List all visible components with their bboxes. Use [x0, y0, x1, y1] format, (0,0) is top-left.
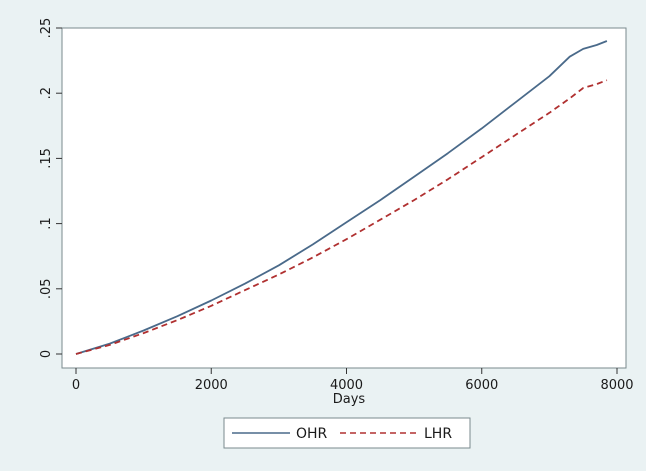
- x-tick-label: 2000: [195, 378, 228, 393]
- y-tick-label: .25: [39, 18, 54, 39]
- legend-label-ohr: OHR: [296, 426, 328, 442]
- x-axis-title: Days: [333, 392, 366, 407]
- y-tick-label: .2: [39, 87, 54, 99]
- y-tick-label: .1: [39, 217, 54, 229]
- y-axis: 0 .05 .1 .15 .2 .25: [39, 18, 62, 358]
- legend: OHR LHR: [224, 418, 470, 448]
- x-axis: 0 2000 4000 6000 8000: [72, 368, 634, 393]
- legend-label-lhr: LHR: [424, 426, 452, 442]
- x-tick-label: 4000: [330, 378, 363, 393]
- plot-area: [62, 28, 626, 368]
- x-tick-label: 0: [72, 378, 80, 393]
- x-tick-label: 8000: [600, 378, 633, 393]
- y-tick-label: 0: [39, 350, 54, 358]
- y-tick-label: .05: [39, 278, 54, 299]
- y-tick-label: .15: [39, 148, 54, 169]
- x-tick-label: 6000: [465, 378, 498, 393]
